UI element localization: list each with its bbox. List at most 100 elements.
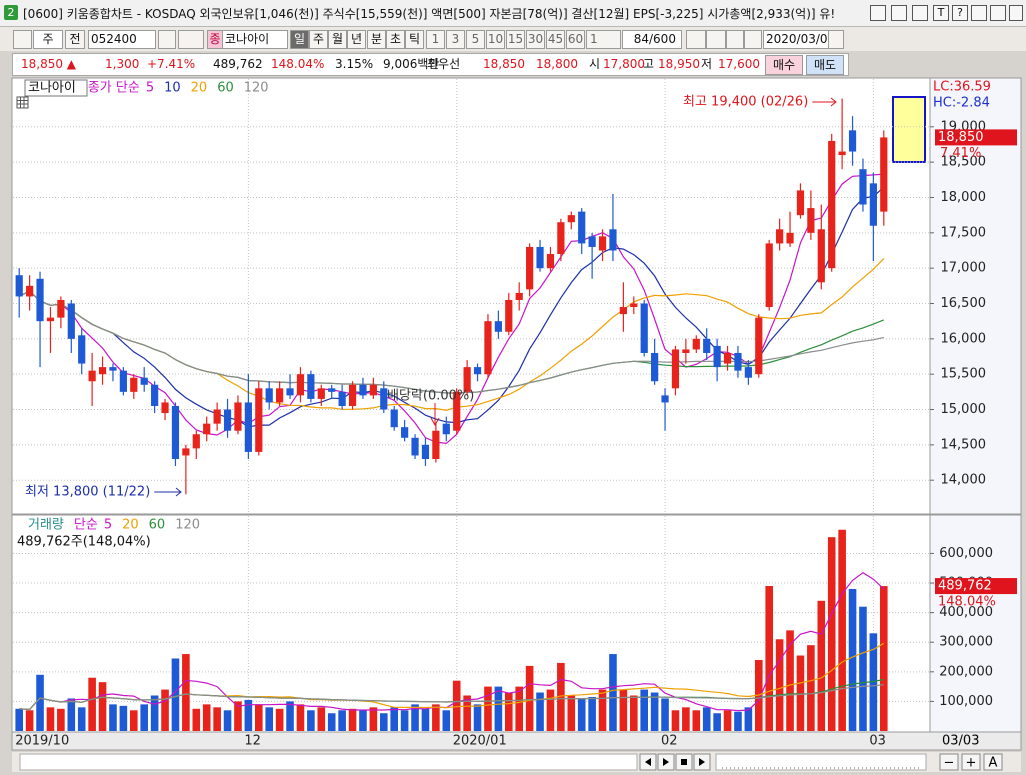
candle-body [671,349,680,389]
volume-bar [171,658,180,731]
minute-button[interactable]: 10 [486,30,505,49]
volume-bar [182,654,190,731]
window-icon[interactable] [912,5,928,21]
x-tick-label: 03 [869,734,886,749]
volume-bar [504,692,513,731]
auto-button[interactable] [983,753,1003,771]
volume-bar [848,588,857,731]
candle-body [838,151,846,156]
volume-bar [88,677,96,731]
volume-bar [390,707,399,731]
volume-bar [609,654,617,731]
legend-period: 20 [122,518,139,533]
annotation-arrow [812,97,837,107]
buy-button[interactable]: 매수 [765,55,803,75]
legend-period: 60 [149,518,166,533]
y-tick-label: 100,000 [939,694,993,709]
turnover: 3.15% [335,57,374,71]
grid-icon-lines [17,97,28,108]
volume-bar [650,692,659,731]
interval-button[interactable]: 틱 [405,30,424,49]
candle-body [609,229,617,251]
legend-label: 종가 단순 [88,81,140,96]
volume-bar [254,704,263,731]
minute-button[interactable]: 60 [566,30,585,49]
minimize-button[interactable] [971,5,987,21]
candle-body [630,303,638,308]
candle-body [734,352,742,371]
volume-bar [140,704,149,731]
tool-icon[interactable] [686,30,706,49]
zoom-in[interactable] [961,753,981,771]
volume-bar [421,708,430,731]
low: 17,600 [718,57,760,71]
window-button[interactable]: T [933,5,949,21]
zoom-out[interactable] [939,753,959,771]
minute-button[interactable]: 45 [546,30,565,49]
interval-button[interactable]: 초 [386,30,405,49]
maximize-button[interactable] [990,5,1006,21]
candle-body [526,246,534,290]
interval-button[interactable]: 주 [309,30,328,49]
prev-button[interactable]: 전 [65,30,85,49]
volume-bar [692,710,701,731]
minute-button[interactable]: 30 [526,30,545,49]
window-icon[interactable] [891,5,907,21]
tool-icon[interactable] [706,30,726,49]
candle-body [338,391,346,406]
date-input[interactable]: 2020/03/03 [763,30,835,49]
volume-bar [775,639,784,731]
candle-body [796,190,805,216]
interval-button[interactable]: 일 [290,30,309,49]
period-unit[interactable]: 주 [33,30,63,49]
footer-date: 03/03 [942,734,979,749]
zoom-track[interactable] [715,753,927,771]
arrow-icon [645,758,651,766]
calendar-icon[interactable] [828,30,844,49]
highlight-box [892,96,926,163]
stop-icon [681,759,687,765]
minute-button[interactable]: 3 [446,30,465,49]
candle-body [380,388,388,410]
code-input[interactable]: 052400 [88,30,156,49]
stock-name: 코나아이 [222,30,288,49]
minute-button[interactable]: 5 [466,30,485,49]
minute-button[interactable]: 15 [506,30,525,49]
volume-bar [494,686,503,731]
legend-period: 5 [104,518,112,533]
scroll-track[interactable] [19,753,638,771]
candle-body [473,367,482,375]
window-button[interactable]: ? [952,5,968,21]
volume-bar [432,704,440,731]
volume-bar [379,713,388,731]
candle-body [140,377,148,385]
save-icon[interactable] [726,30,744,49]
volume-bar [723,710,732,731]
volume-bar [557,662,565,731]
interval-button[interactable]: 분 [367,30,386,49]
interval-button[interactable]: 년 [347,30,366,49]
volume-bar [338,710,346,731]
volume-bar [202,704,211,731]
minute-button[interactable]: 1 [426,30,445,49]
shown-count[interactable]: 84 [622,30,649,49]
sell-button[interactable]: 매도 [806,55,844,75]
close-button[interactable] [1009,5,1023,21]
window-icon[interactable] [870,5,886,21]
search-icon[interactable] [158,30,176,49]
hc-label: HC:-2.84 [933,96,990,111]
interval-button[interactable]: 월 [328,30,347,49]
settings-icon[interactable] [744,30,762,49]
count-select[interactable]: 1 [586,30,621,49]
volume-bar [473,704,482,731]
layout-icon[interactable] [13,30,32,49]
total-count: /600 [649,30,682,49]
volume-bar [67,698,76,731]
volume-bar [15,708,24,731]
ask: 18,850 [483,57,525,71]
sound-icon[interactable] [178,30,204,49]
grid-icon[interactable] [16,96,29,109]
candle-body [411,437,419,456]
market-tag: 종 [207,30,223,49]
